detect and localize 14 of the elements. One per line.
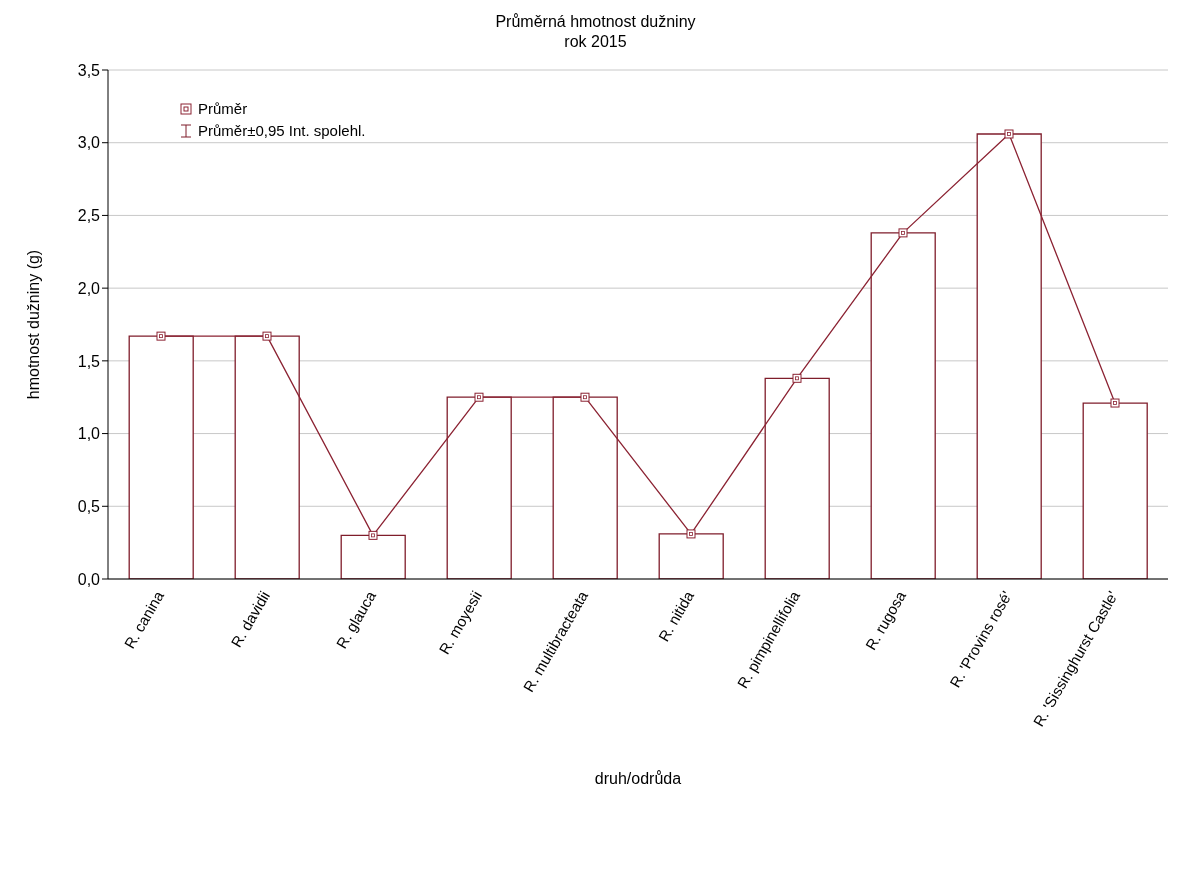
chart-title: Průměrná hmotnost dužniny	[494, 12, 697, 32]
x-axis-title: druh/odrůda	[594, 770, 682, 787]
y-tick-label: 0,5	[77, 497, 101, 515]
y-axis-title: hmotnost dužniny (g)	[24, 249, 42, 400]
legend-label: Průměr±0,95 Int. spolehl.	[198, 121, 366, 141]
y-tick-label: 3,5	[77, 61, 101, 79]
legend-label: Průměr	[198, 99, 248, 119]
y-tick-label: 2,5	[77, 207, 101, 225]
y-tick-label: 3,0	[77, 134, 101, 152]
chart-subtitle: rok 2015	[563, 32, 628, 52]
y-tick-label: 2,0	[77, 279, 101, 297]
y-tick-label: 0,0	[77, 570, 101, 588]
y-tick-label: 1,5	[77, 352, 101, 370]
y-tick-label: 1,0	[77, 425, 101, 443]
